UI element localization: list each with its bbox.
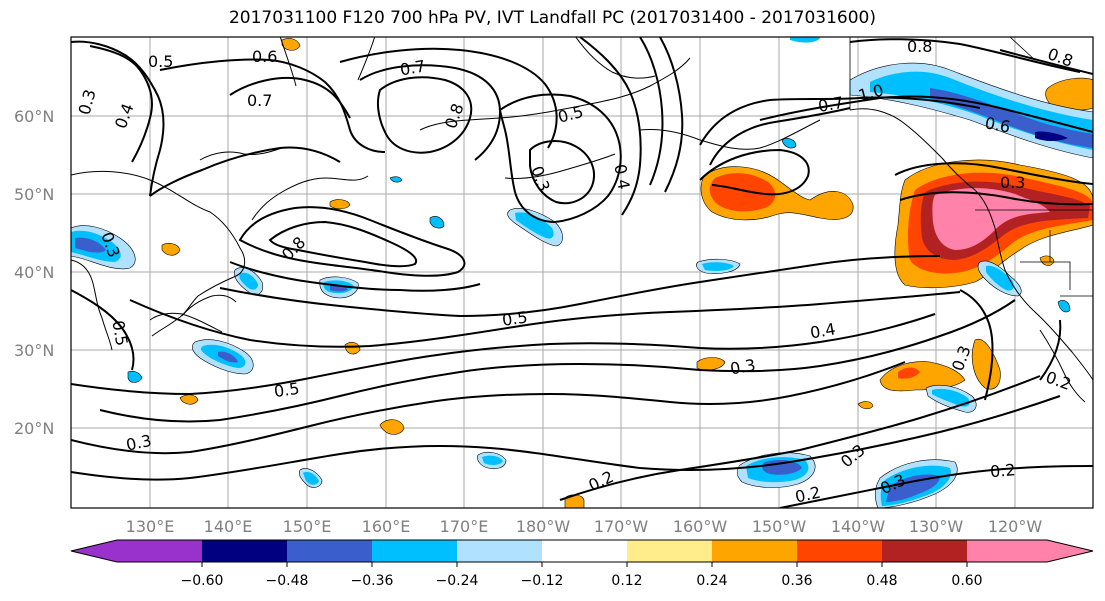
colorbar-segment [287, 540, 372, 562]
colorbar-segment [542, 540, 627, 562]
colorbar-tick-label: 0.24 [696, 573, 727, 589]
lon-label: 150°W [752, 517, 807, 536]
map-title: 2017031100 F120 700 hPa PV, IVT Landfall… [228, 8, 876, 28]
colorbar-segment [202, 540, 287, 562]
lon-label: 160°W [673, 517, 728, 536]
contour-label: 0.5 [273, 379, 301, 401]
contour-label: 0.3 [124, 431, 153, 455]
contour-label: 0.7 [247, 91, 272, 110]
colorbar-segment [797, 540, 882, 562]
colorbar-tick-label: 0.36 [781, 573, 812, 589]
contour-label: 0.5 [108, 319, 131, 347]
colorbar-segment [457, 540, 542, 562]
colorbar-tick-label: −0.24 [436, 573, 479, 589]
colorbar-segment [627, 540, 712, 562]
colorbar-tick-label: 0.48 [866, 573, 897, 589]
contour-label: 0.5 [501, 307, 529, 329]
colorbar-segment [372, 540, 457, 562]
contour-label: 0.6 [252, 47, 277, 66]
lon-label: 160°E [362, 517, 411, 536]
lon-label: 130°W [909, 517, 964, 536]
colorbar-segment [1047, 540, 1093, 562]
contour-label: 0.3 [729, 355, 757, 378]
contour-label: 0.7 [817, 93, 845, 116]
contour-label: 0.6 [983, 113, 1011, 136]
colorbar-segment [117, 540, 202, 562]
colorbar-tick-label: 0.12 [611, 573, 642, 589]
lat-label: 20°N [14, 419, 54, 438]
colorbar-tick-label: −0.36 [351, 573, 394, 589]
contour-label: 0.4 [610, 163, 633, 191]
contour-label: 0.3 [1000, 173, 1025, 192]
contour-label: 0.7 [398, 56, 426, 79]
lat-label: 40°N [14, 263, 54, 282]
contour-label: 0.2 [989, 460, 1016, 481]
colorbar-segment [967, 540, 1047, 562]
pv-contours [71, 37, 1093, 508]
contour-label: 0.8 [907, 37, 932, 56]
contour-label: 0.4 [809, 319, 837, 342]
colorbar-tick-label: −0.48 [266, 573, 309, 589]
colorbar: −0.60 −0.48 −0.36 −0.24 −0.12 0.12 0.24 … [70, 539, 1094, 589]
map-frame [70, 36, 1094, 509]
lon-label: 170°E [440, 517, 489, 536]
colorbar-tick-label: 0.60 [951, 573, 982, 589]
colorbar-segment [712, 540, 797, 562]
lat-label: 30°N [14, 341, 54, 360]
lon-label: 140°W [831, 517, 886, 536]
lon-label: 120°W [988, 517, 1043, 536]
lon-label: 140°E [204, 517, 253, 536]
lon-label: 170°W [594, 517, 649, 536]
lon-label: 180°W [516, 517, 571, 536]
colorbar-tick-label: −0.12 [521, 573, 564, 589]
lat-label: 60°N [14, 107, 54, 126]
colorbar-segment [882, 540, 967, 562]
lat-label: 50°N [14, 185, 54, 204]
longitude-labels: 130°E 140°E 150°E 160°E 170°E 180°W 170°… [126, 517, 1043, 536]
latitude-labels: 20°N 30°N 40°N 50°N 60°N [14, 107, 54, 438]
lon-label: 130°E [126, 517, 175, 536]
coastlines [71, 37, 1093, 403]
lon-label: 150°E [283, 517, 332, 536]
contour-label: 0.2 [793, 483, 822, 507]
contour-label: 0.5 [148, 52, 173, 71]
colorbar-outline [70, 539, 1094, 563]
colorbar-tick-label: −0.60 [181, 573, 224, 589]
colorbar-segment [71, 540, 117, 562]
